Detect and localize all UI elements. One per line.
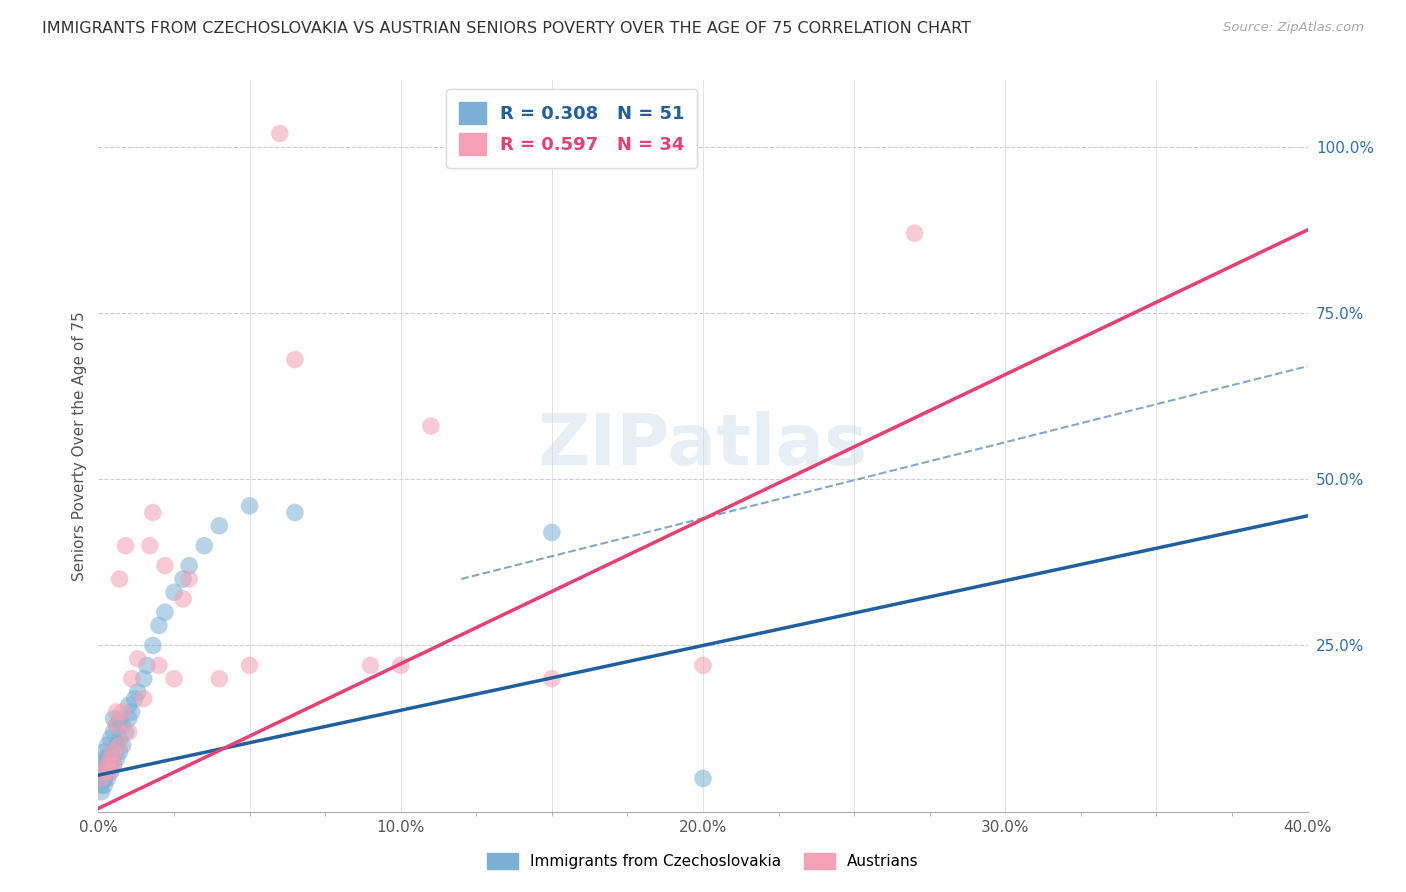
Text: IMMIGRANTS FROM CZECHOSLOVAKIA VS AUSTRIAN SENIORS POVERTY OVER THE AGE OF 75 CO: IMMIGRANTS FROM CZECHOSLOVAKIA VS AUSTRI…	[42, 21, 972, 36]
Point	[172, 572, 194, 586]
Point	[108, 738, 131, 752]
Point	[93, 764, 115, 779]
Point	[93, 772, 115, 786]
Point	[692, 772, 714, 786]
Point	[93, 751, 115, 765]
Point	[100, 764, 122, 779]
Point	[93, 778, 115, 792]
Point	[114, 539, 136, 553]
Point	[284, 352, 307, 367]
Point	[111, 718, 134, 732]
Legend: R = 0.308   N = 51, R = 0.597   N = 34: R = 0.308 N = 51, R = 0.597 N = 34	[446, 89, 697, 168]
Point	[153, 558, 176, 573]
Point	[93, 764, 115, 779]
Point	[389, 658, 412, 673]
Point	[540, 672, 562, 686]
Point	[172, 591, 194, 606]
Point	[108, 745, 131, 759]
Point	[100, 731, 122, 746]
Point	[132, 691, 155, 706]
Point	[90, 785, 112, 799]
Point	[96, 738, 118, 752]
Point	[111, 705, 134, 719]
Point	[904, 226, 927, 240]
Point	[90, 772, 112, 786]
Point	[148, 618, 170, 632]
Point	[193, 539, 215, 553]
Point	[96, 758, 118, 772]
Point	[420, 419, 443, 434]
Point	[96, 751, 118, 765]
Point	[139, 539, 162, 553]
Point	[90, 764, 112, 779]
Point	[153, 605, 176, 619]
Point	[118, 712, 141, 726]
Point	[103, 758, 125, 772]
Point	[127, 685, 149, 699]
Point	[208, 672, 231, 686]
Point	[90, 778, 112, 792]
Point	[93, 745, 115, 759]
Point	[121, 672, 143, 686]
Y-axis label: Seniors Poverty Over the Age of 75: Seniors Poverty Over the Age of 75	[72, 311, 87, 581]
Point	[105, 718, 128, 732]
Point	[127, 652, 149, 666]
Point	[103, 758, 125, 772]
Point	[96, 772, 118, 786]
Text: ZIPatlas: ZIPatlas	[538, 411, 868, 481]
Point	[100, 764, 122, 779]
Point	[108, 572, 131, 586]
Point	[103, 725, 125, 739]
Point	[132, 672, 155, 686]
Point	[239, 499, 262, 513]
Point	[142, 639, 165, 653]
Point	[121, 705, 143, 719]
Point	[103, 745, 125, 759]
Point	[96, 758, 118, 772]
Point	[118, 698, 141, 713]
Point	[100, 751, 122, 765]
Point	[105, 738, 128, 752]
Point	[360, 658, 382, 673]
Point	[93, 758, 115, 772]
Legend: Immigrants from Czechoslovakia, Austrians: Immigrants from Czechoslovakia, Austrian…	[481, 847, 925, 875]
Point	[111, 738, 134, 752]
Point	[108, 712, 131, 726]
Point	[179, 558, 201, 573]
Point	[124, 691, 146, 706]
Point	[108, 731, 131, 746]
Point	[208, 518, 231, 533]
Point	[100, 751, 122, 765]
Point	[105, 718, 128, 732]
Point	[163, 672, 186, 686]
Point	[239, 658, 262, 673]
Point	[90, 772, 112, 786]
Point	[540, 525, 562, 540]
Point	[118, 725, 141, 739]
Point	[269, 127, 291, 141]
Point	[103, 712, 125, 726]
Point	[114, 725, 136, 739]
Point	[284, 506, 307, 520]
Point	[179, 572, 201, 586]
Text: Source: ZipAtlas.com: Source: ZipAtlas.com	[1223, 21, 1364, 34]
Point	[100, 758, 122, 772]
Point	[105, 751, 128, 765]
Point	[96, 764, 118, 779]
Point	[135, 658, 157, 673]
Point	[103, 745, 125, 759]
Point	[148, 658, 170, 673]
Point	[105, 705, 128, 719]
Point	[692, 658, 714, 673]
Point	[142, 506, 165, 520]
Point	[163, 585, 186, 599]
